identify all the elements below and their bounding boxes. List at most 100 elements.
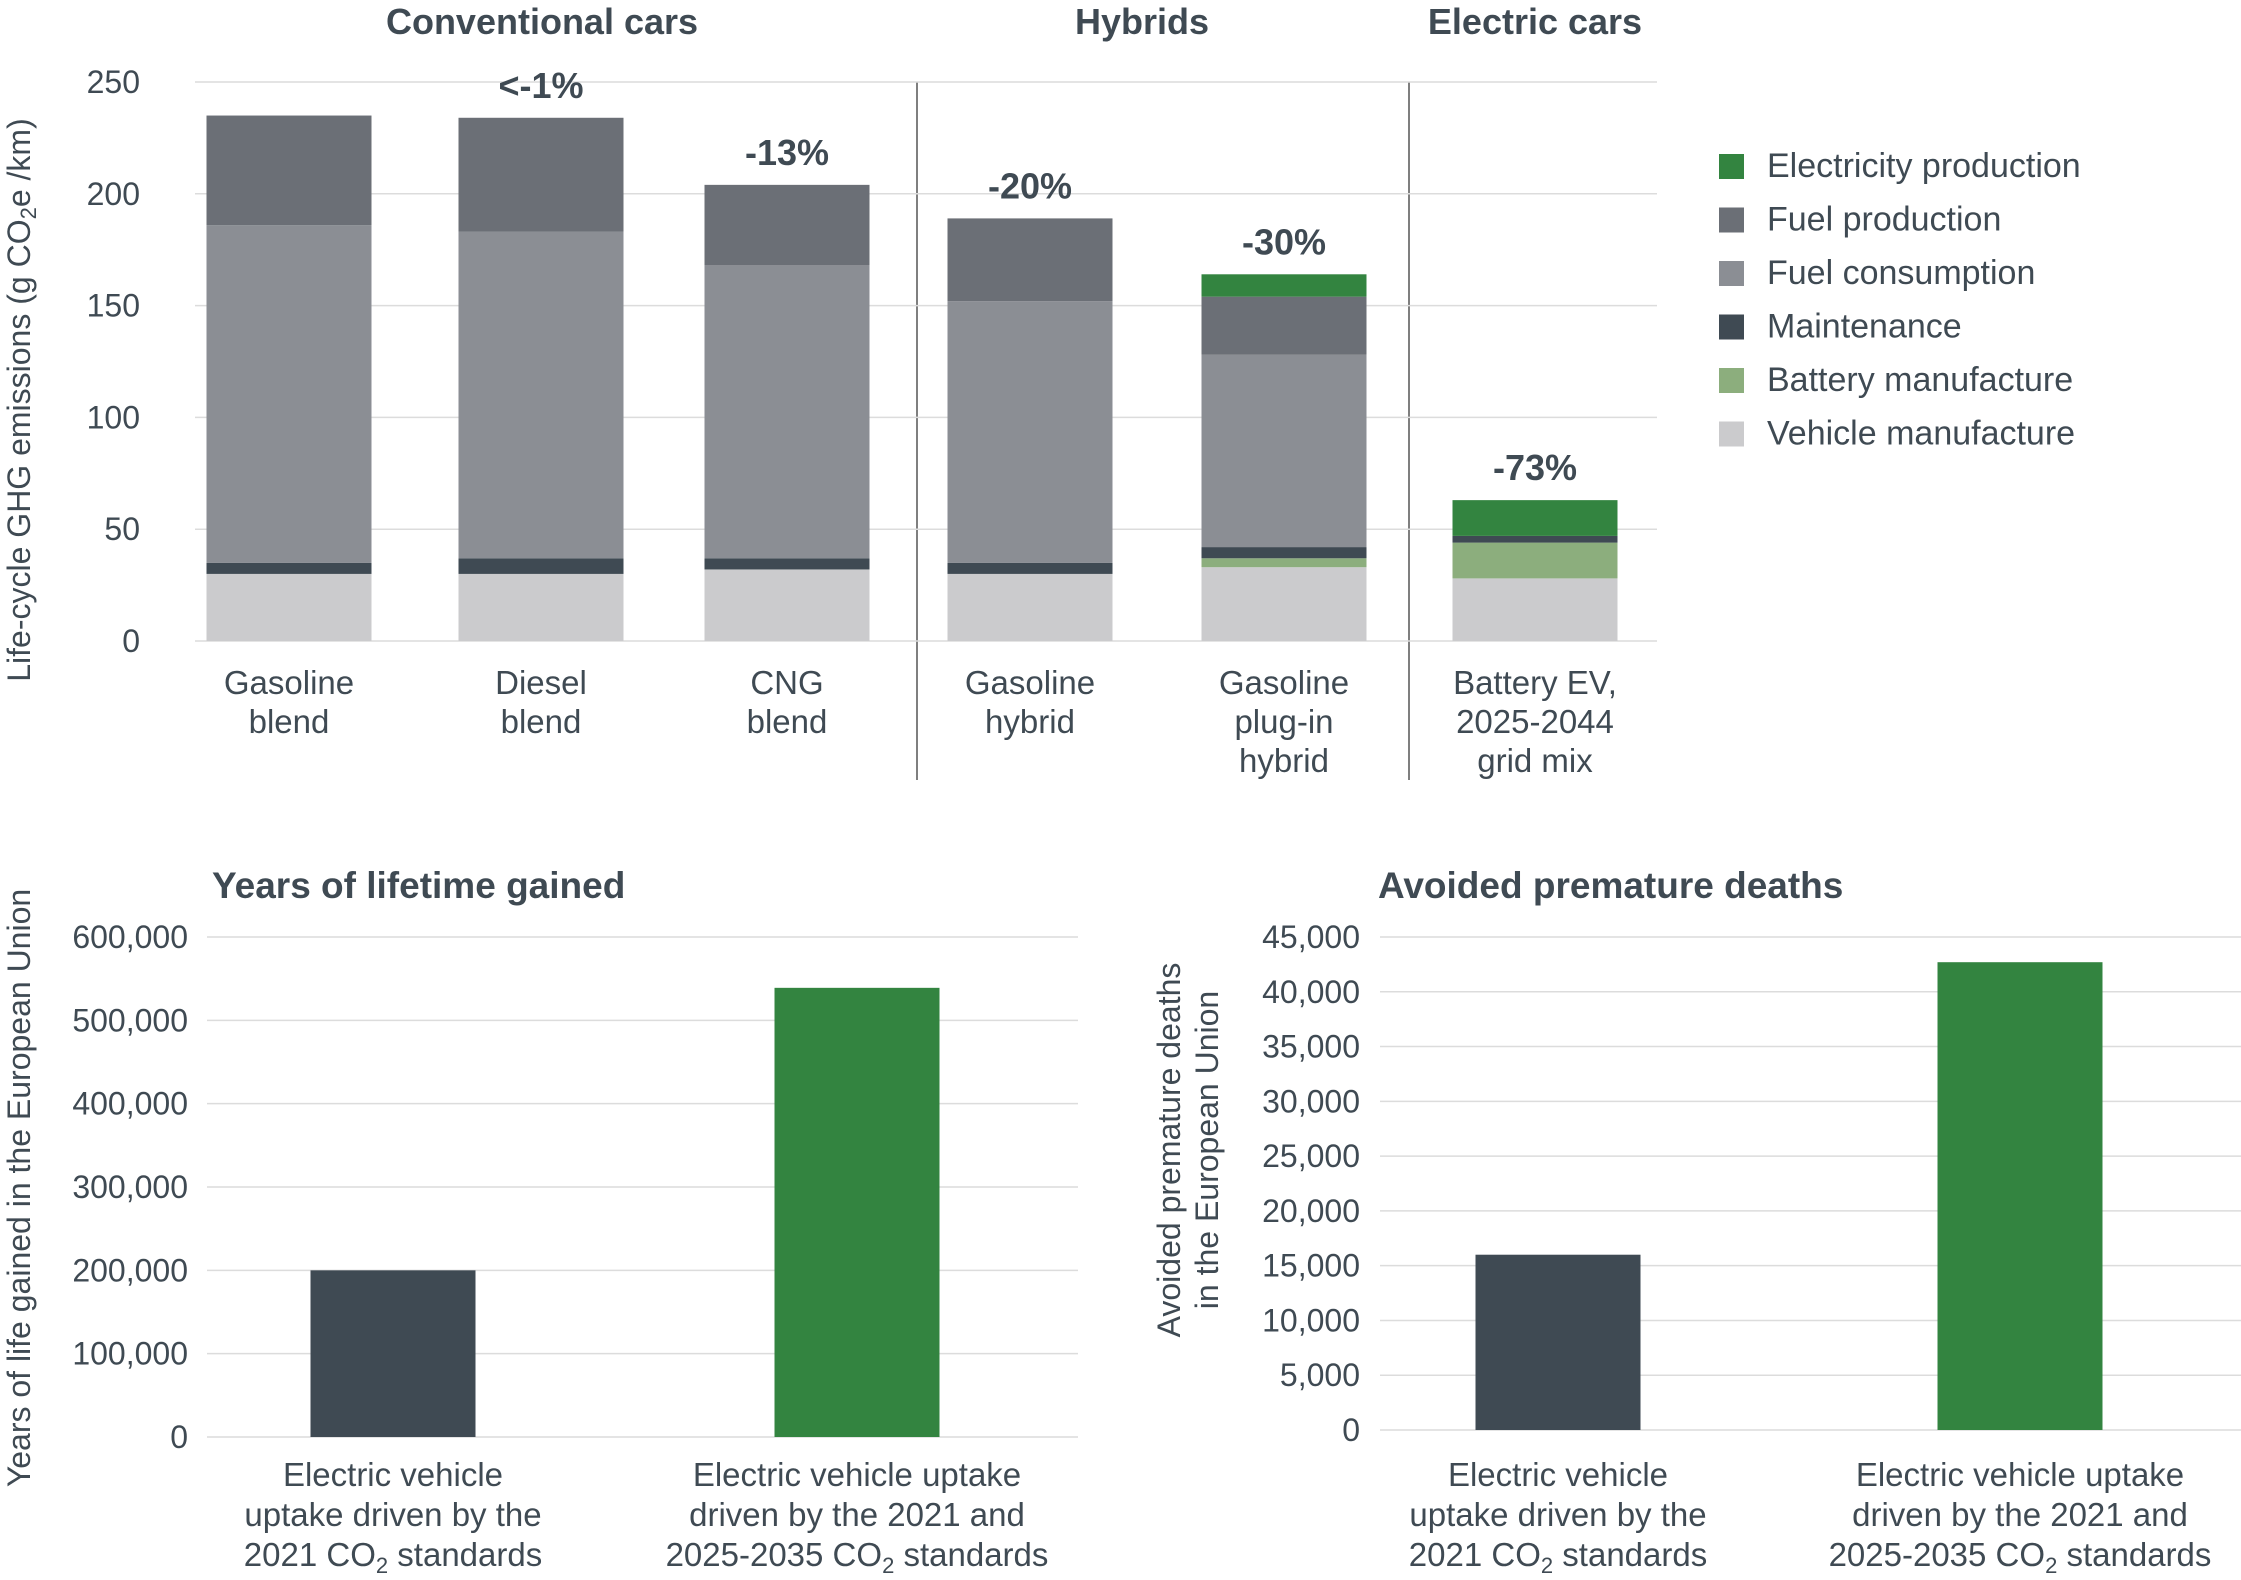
bar-segment-electricity-production — [1452, 500, 1618, 536]
legend-label: Battery manufacture — [1767, 361, 2073, 399]
bar-segment-vehicle-manufacture — [206, 573, 372, 641]
bar-segment-fuel-consumption — [206, 225, 372, 563]
y-tick-label: 250 — [87, 64, 140, 100]
bar-segment-battery-manufacture — [1201, 558, 1367, 568]
bar-segment-vehicle-manufacture — [1452, 578, 1618, 641]
emissions-chart: Conventional cars Hybrids Electric cars … — [1, 1, 1642, 780]
category-label: 2021 CO2 standards — [244, 1536, 542, 1575]
bar-segment-electricity-production — [1201, 274, 1367, 297]
change-annotation: <-1% — [498, 65, 583, 106]
y-tick-label: 600,000 — [72, 919, 188, 955]
bar — [310, 1270, 476, 1437]
legend-label: Maintenance — [1767, 308, 1962, 346]
change-annotation: -73% — [1493, 447, 1577, 488]
bar-segment-battery-manufacture — [1452, 542, 1618, 579]
category-label: Gasoline — [224, 664, 354, 701]
bar-segment-fuel-consumption — [947, 301, 1113, 563]
y-tick-label: 10,000 — [1262, 1302, 1360, 1338]
bar-segment-maintenance — [1452, 535, 1618, 543]
category-label: blend — [501, 703, 582, 740]
category-label: Electric vehicle uptake — [1856, 1456, 2184, 1493]
category-label: Gasoline — [1219, 664, 1349, 701]
category-label: Electric vehicle uptake — [693, 1456, 1021, 1493]
y-axis-label: Life-cycle GHG emissions (g CO2e /km) — [1, 118, 41, 681]
y-tick-label: 0 — [1342, 1412, 1360, 1448]
category-label: grid mix — [1477, 742, 1593, 779]
category-label: blend — [747, 703, 828, 740]
category-label: 2025-2035 CO2 standards — [666, 1536, 1049, 1575]
y-tick-label: 300,000 — [72, 1169, 188, 1205]
bar-segment-fuel-production — [947, 218, 1113, 302]
y-tick-label: 15,000 — [1262, 1248, 1360, 1284]
years-gained-chart: Years of lifetime gained Years of life g… — [1, 865, 625, 1487]
legend-swatch — [1719, 314, 1744, 340]
y-tick-label: 35,000 — [1262, 1029, 1360, 1065]
bar-segment-fuel-production — [458, 117, 624, 232]
y-tick-label: 500,000 — [72, 1002, 188, 1038]
bar-segment-maintenance — [1201, 547, 1367, 559]
category-label: uptake driven by the — [244, 1496, 541, 1533]
bar-segment-fuel-consumption — [458, 231, 624, 559]
y-tick-label: 100 — [87, 399, 140, 435]
years-gained-marks: 0 100,000 200,000 300,000 400,000 500,000 600,… — [72, 919, 1078, 1578]
y-tick-label: 0 — [170, 1419, 188, 1455]
bar-segment-vehicle-manufacture — [1201, 567, 1367, 641]
y-tick-label: 50 — [104, 511, 140, 547]
group-label-hybrids: Hybrids — [1075, 1, 1209, 42]
category-label: 2021 CO2 standards — [1409, 1536, 1707, 1575]
change-annotation: -20% — [988, 165, 1072, 206]
category-label: Electric vehicle — [283, 1456, 503, 1493]
bar-segment-fuel-production — [1201, 296, 1367, 355]
chart-title-years: Years of lifetime gained — [212, 865, 625, 906]
legend-swatch — [1719, 421, 1744, 447]
y-tick-label: 200,000 — [72, 1252, 188, 1288]
group-label-electric: Electric cars — [1428, 1, 1642, 42]
y-tick-label: 5,000 — [1280, 1357, 1360, 1393]
category-label: Battery EV, — [1453, 664, 1617, 701]
category-label: blend — [249, 703, 330, 740]
legend-label: Fuel consumption — [1767, 254, 2035, 292]
bar-segment-vehicle-manufacture — [947, 573, 1113, 641]
change-annotation: -30% — [1242, 221, 1326, 262]
bar-segment-fuel-consumption — [1201, 354, 1367, 548]
category-label: 2025-2044 — [1456, 703, 1614, 740]
y-tick-label: 45,000 — [1262, 919, 1360, 955]
category-label: driven by the 2021 and — [1852, 1496, 2188, 1533]
y-axis-label-years: Years of life gained in the European Uni… — [1, 889, 37, 1487]
bar — [774, 987, 940, 1437]
y-tick-label: 30,000 — [1262, 1083, 1360, 1119]
category-label: CNG — [750, 664, 823, 701]
y-tick-label: 0 — [122, 623, 140, 659]
y-axis-label-deaths-1: Avoided premature deaths — [1151, 963, 1187, 1338]
category-label: Diesel — [495, 664, 587, 701]
y-tick-label: 100,000 — [72, 1336, 188, 1372]
y-axis-label-deaths-2: in the European Union — [1189, 991, 1225, 1309]
bar-segment-maintenance — [206, 562, 372, 574]
y-tick-label: 20,000 — [1262, 1193, 1360, 1229]
legend-swatch — [1719, 368, 1744, 393]
y-tick-label: 150 — [87, 288, 140, 324]
emissions-chart-marks: 050100150200250Gasolineblend<-1%Dieselbl… — [87, 64, 2081, 779]
legend-label: Electricity production — [1767, 147, 2081, 185]
bar-segment-fuel-production — [704, 184, 870, 266]
change-annotation: -13% — [745, 132, 829, 173]
y-tick-label: 400,000 — [72, 1086, 188, 1122]
bar-segment-vehicle-manufacture — [458, 573, 624, 641]
category-label: Gasoline — [965, 664, 1095, 701]
legend-swatch — [1719, 154, 1744, 179]
category-label: hybrid — [1239, 742, 1329, 779]
bar-segment-maintenance — [458, 558, 624, 574]
bar — [1475, 1254, 1641, 1430]
category-label: 2025-2035 CO2 standards — [1829, 1536, 2212, 1575]
legend-swatch — [1719, 207, 1744, 233]
category-label: uptake driven by the — [1409, 1496, 1706, 1533]
legend-swatch — [1719, 261, 1744, 286]
category-label: hybrid — [985, 703, 1075, 740]
legend-label: Vehicle manufacture — [1767, 415, 2075, 453]
category-label: Electric vehicle — [1448, 1456, 1668, 1493]
bar-segment-fuel-consumption — [704, 265, 870, 559]
bar-segment-fuel-production — [206, 115, 372, 226]
avoided-deaths-chart: Avoided premature deaths Avoided prematu… — [1151, 865, 1843, 1337]
